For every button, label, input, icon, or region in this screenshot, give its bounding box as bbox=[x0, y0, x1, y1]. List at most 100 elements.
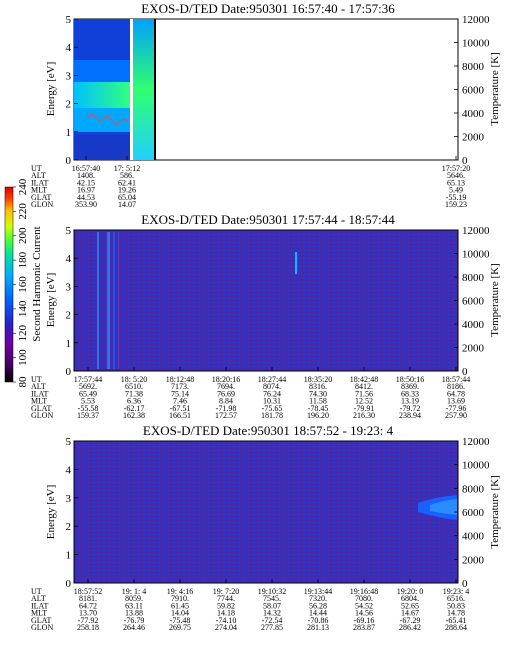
ephemeris-value: -75.65 bbox=[262, 404, 283, 413]
ephemeris-value: 71.38 bbox=[125, 389, 143, 398]
ephemeris-row-label: ALT bbox=[31, 594, 46, 603]
ephemeris-value: 353.90 bbox=[75, 200, 97, 209]
y-tick-label: 5 bbox=[66, 14, 72, 26]
ephemeris-value: 17: 5:12 bbox=[114, 164, 140, 173]
colorbar-tick-label: 140 bbox=[17, 300, 29, 317]
panel-2-y-axis: 0 1 2 3 4 5 Energy [eV] bbox=[45, 225, 78, 378]
ephemeris-value: 10.31 bbox=[263, 397, 281, 406]
y2-tick-label: 0 bbox=[462, 366, 468, 378]
y-tick-label: 3 bbox=[66, 493, 72, 505]
ephemeris-value: -55.58 bbox=[78, 404, 99, 413]
ephemeris-value: 257.90 bbox=[445, 411, 467, 420]
y-tick-label: 1 bbox=[66, 338, 72, 350]
ephemeris-value: 1408. bbox=[77, 171, 95, 180]
ephemeris-value: 5646. bbox=[447, 171, 465, 180]
panel-3-spectrogram bbox=[418, 495, 457, 520]
ephemeris-value: 14.04 bbox=[171, 609, 189, 618]
ephemeris-value: 14.07 bbox=[118, 200, 136, 209]
ephemeris-value: 7694. bbox=[217, 382, 235, 391]
y2-tick-label: 8000 bbox=[462, 483, 485, 495]
panel-2-spectrogram bbox=[97, 232, 297, 369]
ephemeris-value: -72.54 bbox=[262, 616, 283, 625]
ephemeris-value: 13.19 bbox=[401, 397, 419, 406]
ephemeris-value: 76.69 bbox=[217, 389, 235, 398]
colorbar: 80 100 120 140 160 180 200 220 240 Second Harmon… bbox=[4, 178, 43, 388]
ephemeris-value: 14.44 bbox=[309, 609, 327, 618]
ephemeris-value: 19:20: 0 bbox=[397, 587, 423, 596]
panel-3: EXOS-D/TED Date:950301 18:57:52 - 19:23:… bbox=[31, 423, 501, 632]
ephemeris-value: 13.69 bbox=[447, 397, 465, 406]
ephemeris-row-label: GLAT bbox=[31, 404, 52, 413]
colorbar-tick-label: 200 bbox=[17, 227, 29, 244]
ephemeris-value: 6.36 bbox=[127, 397, 141, 406]
colorbar-tick-label: 100 bbox=[17, 349, 29, 366]
ephemeris-value: 65.13 bbox=[447, 178, 465, 187]
ephemeris-row-label: ALT bbox=[31, 382, 46, 391]
ephemeris-row-label: GLAT bbox=[31, 616, 52, 625]
ephemeris-value: 7080. bbox=[355, 594, 373, 603]
y-tick-label: 4 bbox=[66, 42, 72, 54]
colorbar-tick-label: 80 bbox=[17, 376, 29, 388]
ephemeris-value: 7320. bbox=[309, 594, 327, 603]
ephemeris-value: -78.45 bbox=[308, 404, 329, 413]
ephemeris-value: 19:13:44 bbox=[304, 587, 332, 596]
y2-tick-label: 8000 bbox=[462, 61, 485, 73]
ephemeris-value: 18:50:16 bbox=[396, 375, 424, 384]
ephemeris-value: 5.53 bbox=[81, 397, 95, 406]
colorbar-tick-label: 180 bbox=[17, 251, 29, 268]
panel-2-plot-area bbox=[73, 229, 459, 372]
ephemeris-value: 8.84 bbox=[219, 397, 233, 406]
ephemeris-value: 18: 5:20 bbox=[121, 375, 147, 384]
ephemeris-value: 17:57:44 bbox=[74, 375, 102, 384]
panel-1-y-label: Energy [eV] bbox=[45, 62, 57, 116]
ephemeris-value: 68.33 bbox=[401, 389, 419, 398]
y-tick-label: 1 bbox=[66, 127, 72, 139]
ephemeris-value: 59.82 bbox=[217, 601, 235, 610]
ephemeris-value: 281.13 bbox=[307, 623, 329, 632]
y2-tick-label: 2000 bbox=[462, 343, 485, 355]
colorbar-tick-label: 160 bbox=[17, 276, 29, 293]
ephemeris-value: -69.16 bbox=[354, 616, 375, 625]
panel-1-spectrogram bbox=[74, 19, 156, 160]
colorbar-scale bbox=[4, 186, 14, 383]
ephemeris-value: 44.53 bbox=[77, 193, 95, 202]
ephemeris-value: 54.52 bbox=[355, 601, 373, 610]
panel-3-y2-axis: 0 2000 4000 6000 8000 10000 12000 Temperature … bbox=[454, 436, 501, 590]
ephemeris-value: 14.78 bbox=[447, 609, 465, 618]
ephemeris-value: 76.24 bbox=[263, 389, 281, 398]
ephemeris-value: 14.56 bbox=[355, 609, 373, 618]
ephemeris-value: 19:10:32 bbox=[258, 587, 286, 596]
ephemeris-value: 75.14 bbox=[171, 389, 189, 398]
ephemeris-value: 58.07 bbox=[263, 601, 281, 610]
panel-1-y2-label: Temperature [K] bbox=[489, 52, 501, 125]
panel-2-y-label: Energy [eV] bbox=[45, 273, 57, 327]
ephemeris-value: 274.04 bbox=[215, 623, 237, 632]
ephemeris-row-label: GLON bbox=[31, 411, 53, 420]
ephemeris-value: 269.75 bbox=[169, 623, 191, 632]
ephemeris-row-label: GLON bbox=[31, 623, 53, 632]
y2-tick-label: 4000 bbox=[462, 319, 485, 331]
panel-3-ephemeris: UTALTILATMLTGLATGLON18:57:528181.64.7213… bbox=[31, 579, 469, 632]
y2-tick-label: 2000 bbox=[462, 554, 485, 566]
ephemeris-value: 18:57:44 bbox=[442, 375, 470, 384]
ephemeris-row-label: ILAT bbox=[31, 601, 48, 610]
ephemeris-value: 8316. bbox=[309, 382, 327, 391]
ephemeris-value: 65.49 bbox=[79, 389, 97, 398]
ephemeris-value: 7173. bbox=[171, 382, 189, 391]
panel-1: EXOS-D/TED Date:950301 16:57:40 - 17:57:… bbox=[31, 1, 501, 209]
colorbar-tick-label: 220 bbox=[17, 203, 29, 220]
y2-tick-label: 12000 bbox=[462, 225, 490, 237]
ephemeris-value: 6516. bbox=[447, 594, 465, 603]
ephemeris-value: -70.86 bbox=[308, 616, 329, 625]
ephemeris-value: -65.41 bbox=[446, 616, 467, 625]
ephemeris-value: 7744. bbox=[217, 594, 235, 603]
y-tick-label: 1 bbox=[66, 550, 72, 562]
y2-tick-label: 2000 bbox=[462, 132, 485, 144]
ephemeris-row-label: MLT bbox=[31, 397, 47, 406]
panel-1-temperature-trace bbox=[85, 113, 131, 126]
panel-3-y-axis: 0 1 2 3 4 5 Energy [eV] bbox=[45, 436, 78, 590]
y-tick-label: 5 bbox=[66, 436, 72, 448]
ephemeris-value: 18:42:48 bbox=[350, 375, 378, 384]
panel-1-y2-axis: 0 2000 4000 6000 8000 10000 12000 Temperature … bbox=[454, 14, 501, 167]
